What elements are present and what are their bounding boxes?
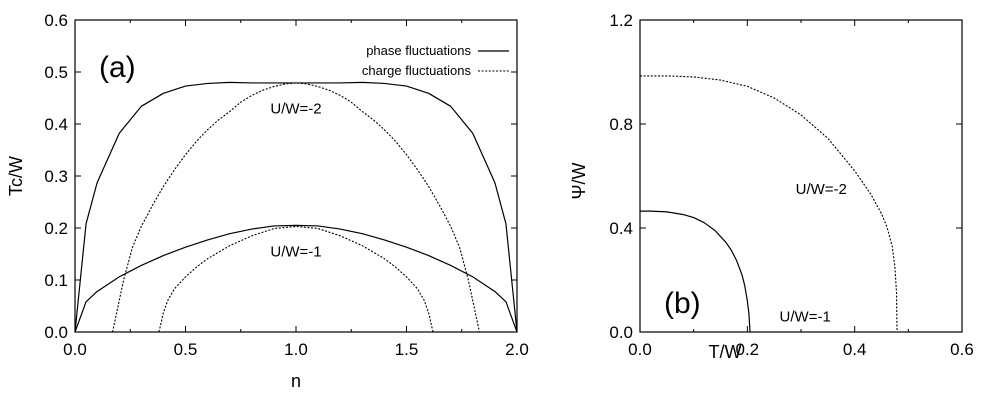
- panel-b-xtick-label: 0.6: [950, 340, 974, 359]
- panel-b-series-u-w-2-0: [640, 75, 898, 333]
- panel-b-plot-frame: [639, 19, 963, 333]
- panel-a-ytick-label: 0.4: [44, 115, 68, 134]
- panel-b-chart: 0.0 0.2 0.4 0.6 0.0 0.4 0.8 1.2 T/W Ψ/W (b) U/W…: [569, 11, 974, 362]
- panel-a-xtick-label: 1.0: [284, 340, 308, 359]
- panel-b-label: (b): [664, 287, 701, 320]
- legend-charge-label: charge fluctuations: [362, 63, 472, 78]
- panel-b-ytick-label: 0.0: [609, 323, 633, 342]
- panel-a-label: (a): [99, 51, 136, 84]
- panel-a-xtick-label: 0.0: [63, 340, 87, 359]
- panel-a-ytick-label: 0.5: [44, 63, 68, 82]
- panel-a-ytick-label: 0.6: [44, 11, 68, 30]
- panel-a-xlabel: n: [291, 371, 301, 391]
- panel-b-ylabel: Ψ/W: [569, 162, 589, 199]
- panel-a-curves: [74, 81, 518, 333]
- panel-a-series-charge-3: [158, 225, 434, 333]
- panel-a-xtick-label: 2.0: [505, 340, 529, 359]
- panel-a-annotation-u-1: U/W=-1: [270, 243, 321, 260]
- panel-a-ytick-label: 0.2: [44, 219, 68, 238]
- panel-b-ytick-label: 0.4: [609, 219, 633, 238]
- panel-a-xtick-label: 0.5: [174, 340, 198, 359]
- panel-a-legend: phase fluctuations charge fluctuations: [362, 43, 509, 78]
- panel-a-ytick-label: 0.0: [44, 323, 68, 342]
- panel-b-annotation-u-2: U/W=-2: [796, 181, 847, 198]
- panel-b-ticks: 0.0 0.2 0.4 0.6 0.0 0.4 0.8 1.2: [609, 11, 973, 359]
- panel-b-xtick-label: 0.2: [736, 340, 760, 359]
- panel-b-xlabel: T/W: [709, 342, 742, 362]
- legend-phase-label: phase fluctuations: [366, 43, 471, 58]
- panel-b-xtick-label: 0.4: [843, 340, 867, 359]
- panel-b-ytick-label: 1.2: [609, 11, 633, 30]
- panel-a-ylabel: Tc/W: [6, 156, 26, 196]
- panel-b-xtick-label: 0.0: [628, 340, 652, 359]
- panel-b-series-u-w-1-1: [640, 210, 751, 333]
- panel-a-ytick-label: 0.1: [44, 271, 68, 290]
- panel-a-series-charge-1: [112, 82, 480, 333]
- panel-a-chart: 0.0 0.5 1.0 1.5 2.0 0.0 0.1 0.2 0.3 0.4 0.5 0.6 n T…: [6, 11, 529, 391]
- panel-a-ytick-label: 0.3: [44, 167, 68, 186]
- panel-a-xtick-label: 1.5: [395, 340, 419, 359]
- panel-b-annotation-u-1: U/W=-1: [780, 308, 831, 325]
- panel-a-series-phase-2: [74, 224, 518, 333]
- panel-b-ytick-label: 0.8: [609, 115, 633, 134]
- panel-a-annotation-u-2: U/W=-2: [270, 100, 321, 117]
- panel-a-series-phase-0: [74, 81, 518, 333]
- panel-b-curves: [640, 75, 898, 333]
- panel-a-ticks: 0.0 0.5 1.0 1.5 2.0 0.0 0.1 0.2 0.3 0.4 0.5 0.6: [44, 11, 528, 359]
